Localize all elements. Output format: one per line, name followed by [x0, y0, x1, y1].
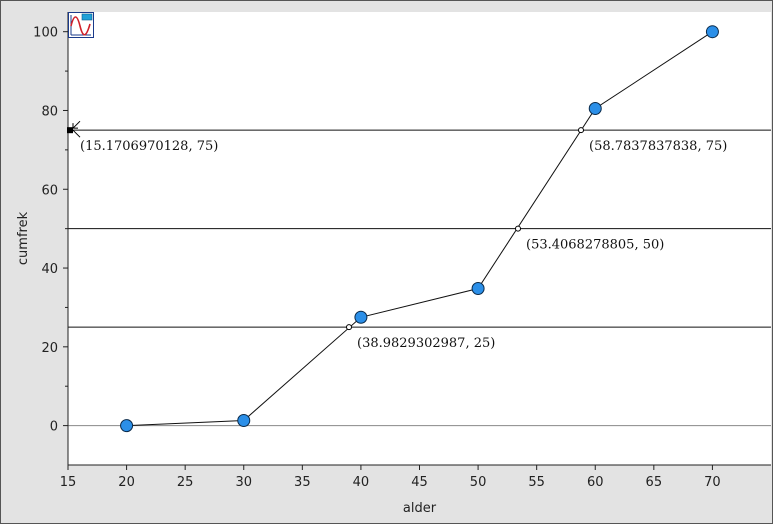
x-tick-label: 20: [118, 475, 135, 490]
data-point-marker[interactable]: [588, 102, 602, 116]
annotation-label: (53.4068278805, 50): [526, 238, 664, 253]
annotation-point[interactable]: [67, 127, 73, 134]
y-axis-ticks: 0 20 40 60 80 100: [33, 26, 68, 435]
x-tick-label: 65: [646, 475, 663, 490]
annotation-label: (58.7837837838, 75): [589, 139, 727, 154]
x-tick-label: 45: [411, 475, 428, 490]
horizontal-lines: [68, 129, 771, 328]
data-point-marker[interactable]: [471, 282, 485, 296]
x-tick-label: 40: [353, 475, 370, 490]
x-axis-title: alder: [403, 501, 437, 516]
series-line: [126, 31, 713, 427]
annotation-label: (38.9829302987, 25): [357, 336, 495, 351]
y-tick-label: 80: [41, 104, 58, 119]
annotation-point[interactable]: [578, 127, 584, 134]
annotation-label: (15.1706970128, 75): [80, 139, 218, 154]
function-graph-icon: [68, 12, 94, 38]
graphs-app-icon[interactable]: [68, 12, 94, 38]
plot-area[interactable]: [68, 12, 771, 465]
x-tick-label: 15: [60, 475, 77, 490]
y-axis-title: cumfrek: [16, 211, 31, 265]
y-tick-label: 0: [50, 420, 58, 435]
x-tick-label: 50: [470, 475, 487, 490]
x-tick-label: 70: [704, 475, 721, 490]
data-point-marker[interactable]: [354, 310, 368, 324]
x-tick-label: 60: [587, 475, 604, 490]
series-line-0: [126, 31, 713, 427]
annotations: (38.9829302987, 25) (53.4068278805, 50) (5…: [67, 120, 727, 351]
y-tick-label: 60: [41, 183, 58, 198]
y-tick-label: 100: [33, 26, 58, 41]
y-tick-label: 40: [41, 262, 58, 277]
x-tick-label: 35: [294, 475, 311, 490]
data-point-marker[interactable]: [237, 413, 251, 427]
annotation-point[interactable]: [346, 324, 352, 331]
x-tick-label: 25: [177, 475, 194, 490]
cursor-arrow-icon: [72, 120, 81, 138]
x-axis-ticks: 15 20 25 30 35 40 45 50 55 60 65 70: [60, 465, 721, 490]
y-tick-label: 20: [41, 341, 58, 356]
annotation-point[interactable]: [515, 225, 521, 232]
data-point-marker[interactable]: [705, 25, 719, 39]
data-markers[interactable]: [120, 25, 719, 433]
x-tick-label: 55: [528, 475, 545, 490]
data-point-marker[interactable]: [120, 419, 134, 433]
x-tick-label: 30: [235, 475, 252, 490]
